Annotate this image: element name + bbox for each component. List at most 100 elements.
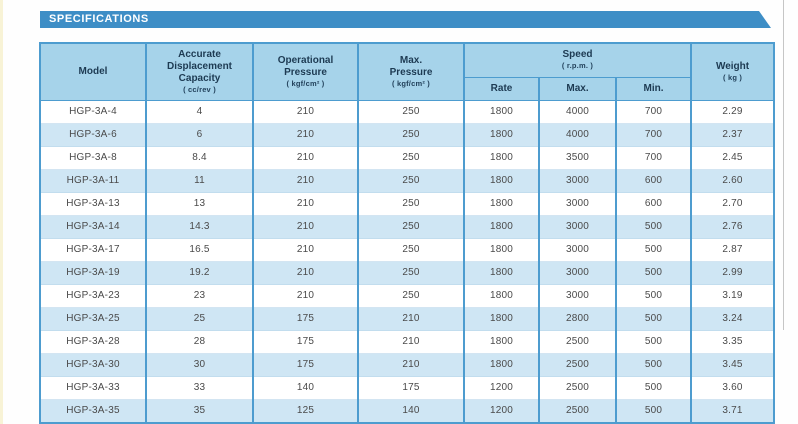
cell-speed-rate: 1800 <box>463 145 540 170</box>
specifications-table: Model Accurate Displacement Capacity ( c… <box>39 42 776 424</box>
cell-speed-rate: 1800 <box>463 237 540 262</box>
cell-weight: 3.71 <box>690 398 776 423</box>
col-header-max-pressure: Max. Pressure ( kgf/cm² ) <box>357 42 465 101</box>
cell-model: HGP-3A-25 <box>39 306 147 331</box>
cell-weight: 3.35 <box>690 329 776 354</box>
table-row: HGP-3A-14 14.3 210 250 1800 3000 500 2.7… <box>39 214 776 239</box>
table-row: HGP-3A-35 35 125 140 1200 2500 500 3.71 <box>39 398 776 423</box>
cell-model: HGP-3A-19 <box>39 260 147 285</box>
cell-speed-max: 2500 <box>538 352 617 377</box>
table-row: HGP-3A-19 19.2 210 250 1800 3000 500 2.9… <box>39 260 776 285</box>
cell-max-pressure: 250 <box>357 168 465 193</box>
cell-capacity: 6 <box>145 122 254 147</box>
cell-capacity: 14.3 <box>145 214 254 239</box>
table-row: HGP-3A-28 28 175 210 1800 2500 500 3.35 <box>39 329 776 354</box>
cell-speed-max: 2500 <box>538 375 617 400</box>
cell-speed-min: 700 <box>614 145 693 170</box>
table-row: HGP-3A-11 11 210 250 1800 3000 600 2.60 <box>39 168 776 193</box>
cell-speed-rate: 1800 <box>463 214 540 239</box>
cell-max-pressure: 250 <box>357 145 465 170</box>
cell-speed-min: 700 <box>614 99 693 124</box>
cell-speed-max: 4000 <box>538 99 617 124</box>
cell-speed-min: 600 <box>614 168 693 193</box>
cell-capacity: 30 <box>145 352 254 377</box>
cell-speed-rate: 1800 <box>463 329 540 354</box>
cell-model: HGP-3A-23 <box>39 283 147 308</box>
max-pressure-header-unit: ( kgf/cm² ) <box>391 78 431 88</box>
cell-model: HGP-3A-6 <box>39 122 147 147</box>
capacity-header-label: Accurate Displacement Capacity <box>166 49 233 84</box>
cell-weight: 3.45 <box>690 352 776 377</box>
cell-capacity: 16.5 <box>145 237 254 262</box>
cell-speed-rate: 1200 <box>463 398 540 423</box>
cell-max-pressure: 140 <box>357 398 465 423</box>
cell-speed-min: 500 <box>614 398 693 423</box>
col-header-operational-pressure: Operational Pressure ( kgf/cm² ) <box>252 42 359 101</box>
cell-model: HGP-3A-13 <box>39 191 147 216</box>
table-row: HGP-3A-23 23 210 250 1800 3000 500 3.19 <box>39 283 776 308</box>
cell-capacity: 4 <box>145 99 254 124</box>
cell-max-pressure: 210 <box>357 329 465 354</box>
max-pressure-header-label: Max. Pressure <box>389 55 433 78</box>
cell-model: HGP-3A-35 <box>39 398 147 423</box>
cell-operational-pressure: 140 <box>252 375 359 400</box>
cell-speed-rate: 1800 <box>463 99 540 124</box>
cell-speed-min: 600 <box>614 191 693 216</box>
table-row: HGP-3A-17 16.5 210 250 1800 3000 500 2.8… <box>39 237 776 262</box>
cell-max-pressure: 250 <box>357 122 465 147</box>
col-header-model: Model <box>39 42 147 101</box>
cell-model: HGP-3A-4 <box>39 99 147 124</box>
cell-capacity: 8.4 <box>145 145 254 170</box>
cell-weight: 2.60 <box>690 168 776 193</box>
col-header-capacity: Accurate Displacement Capacity ( cc/rev … <box>145 42 254 101</box>
cell-max-pressure: 250 <box>357 214 465 239</box>
cell-speed-rate: 1800 <box>463 122 540 147</box>
cell-speed-min: 500 <box>614 237 693 262</box>
cell-capacity: 35 <box>145 398 254 423</box>
cell-speed-max: 2500 <box>538 329 617 354</box>
cell-speed-rate: 1800 <box>463 352 540 377</box>
cell-operational-pressure: 210 <box>252 237 359 262</box>
cell-weight: 2.76 <box>690 214 776 239</box>
cell-operational-pressure: 175 <box>252 352 359 377</box>
cell-operational-pressure: 175 <box>252 329 359 354</box>
cell-capacity: 23 <box>145 283 254 308</box>
cell-max-pressure: 175 <box>357 375 465 400</box>
cell-speed-min: 700 <box>614 122 693 147</box>
table-row: HGP-3A-30 30 175 210 1800 2500 500 3.45 <box>39 352 776 377</box>
weight-header-label: Weight <box>715 60 750 72</box>
cell-max-pressure: 210 <box>357 352 465 377</box>
cell-operational-pressure: 210 <box>252 191 359 216</box>
model-header-label: Model <box>78 65 108 77</box>
cell-speed-min: 500 <box>614 329 693 354</box>
cell-weight: 3.60 <box>690 375 776 400</box>
cell-speed-max: 3000 <box>538 168 617 193</box>
cell-model: HGP-3A-28 <box>39 329 147 354</box>
page-left-edge <box>0 0 3 424</box>
cell-speed-max: 3000 <box>538 214 617 239</box>
cell-weight: 3.19 <box>690 283 776 308</box>
cell-capacity: 28 <box>145 329 254 354</box>
cell-operational-pressure: 210 <box>252 122 359 147</box>
table-row: HGP-3A-13 13 210 250 1800 3000 600 2.70 <box>39 191 776 216</box>
operational-pressure-header-label: Operational Pressure <box>277 55 334 78</box>
cell-speed-rate: 1800 <box>463 260 540 285</box>
spec-table-header: Model Accurate Displacement Capacity ( c… <box>39 42 776 101</box>
cell-max-pressure: 250 <box>357 99 465 124</box>
cell-capacity: 25 <box>145 306 254 331</box>
cell-capacity: 11 <box>145 168 254 193</box>
cell-speed-max: 3000 <box>538 283 617 308</box>
cell-capacity: 33 <box>145 375 254 400</box>
cell-speed-max: 3500 <box>538 145 617 170</box>
cell-operational-pressure: 210 <box>252 260 359 285</box>
cell-speed-rate: 1800 <box>463 306 540 331</box>
cell-model: HGP-3A-8 <box>39 145 147 170</box>
cell-speed-min: 500 <box>614 283 693 308</box>
cell-weight: 3.24 <box>690 306 776 331</box>
cell-speed-rate: 1800 <box>463 283 540 308</box>
cell-model: HGP-3A-33 <box>39 375 147 400</box>
cell-model: HGP-3A-17 <box>39 237 147 262</box>
table-row: HGP-3A-4 4 210 250 1800 4000 700 2.29 <box>39 99 776 124</box>
cell-speed-max: 4000 <box>538 122 617 147</box>
